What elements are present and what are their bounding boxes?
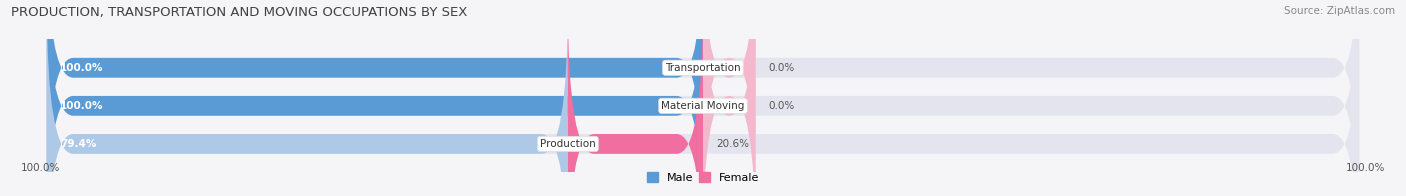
FancyBboxPatch shape	[46, 0, 703, 196]
Text: 100.0%: 100.0%	[60, 63, 104, 73]
Legend: Male, Female: Male, Female	[647, 172, 759, 183]
Text: 20.6%: 20.6%	[716, 139, 749, 149]
Text: 79.4%: 79.4%	[60, 139, 97, 149]
Text: Material Moving: Material Moving	[661, 101, 745, 111]
Text: 0.0%: 0.0%	[769, 63, 794, 73]
FancyBboxPatch shape	[46, 2, 1360, 196]
FancyBboxPatch shape	[703, 0, 755, 196]
FancyBboxPatch shape	[46, 2, 568, 196]
FancyBboxPatch shape	[46, 0, 1360, 196]
FancyBboxPatch shape	[703, 0, 755, 196]
Text: Source: ZipAtlas.com: Source: ZipAtlas.com	[1284, 6, 1395, 16]
Text: 100.0%: 100.0%	[60, 101, 104, 111]
Text: PRODUCTION, TRANSPORTATION AND MOVING OCCUPATIONS BY SEX: PRODUCTION, TRANSPORTATION AND MOVING OC…	[11, 6, 468, 19]
Text: Transportation: Transportation	[665, 63, 741, 73]
FancyBboxPatch shape	[46, 0, 1360, 196]
FancyBboxPatch shape	[46, 0, 703, 196]
FancyBboxPatch shape	[568, 2, 703, 196]
Text: 0.0%: 0.0%	[769, 101, 794, 111]
Text: 100.0%: 100.0%	[21, 162, 60, 172]
Text: 100.0%: 100.0%	[1346, 162, 1385, 172]
Text: Production: Production	[540, 139, 596, 149]
